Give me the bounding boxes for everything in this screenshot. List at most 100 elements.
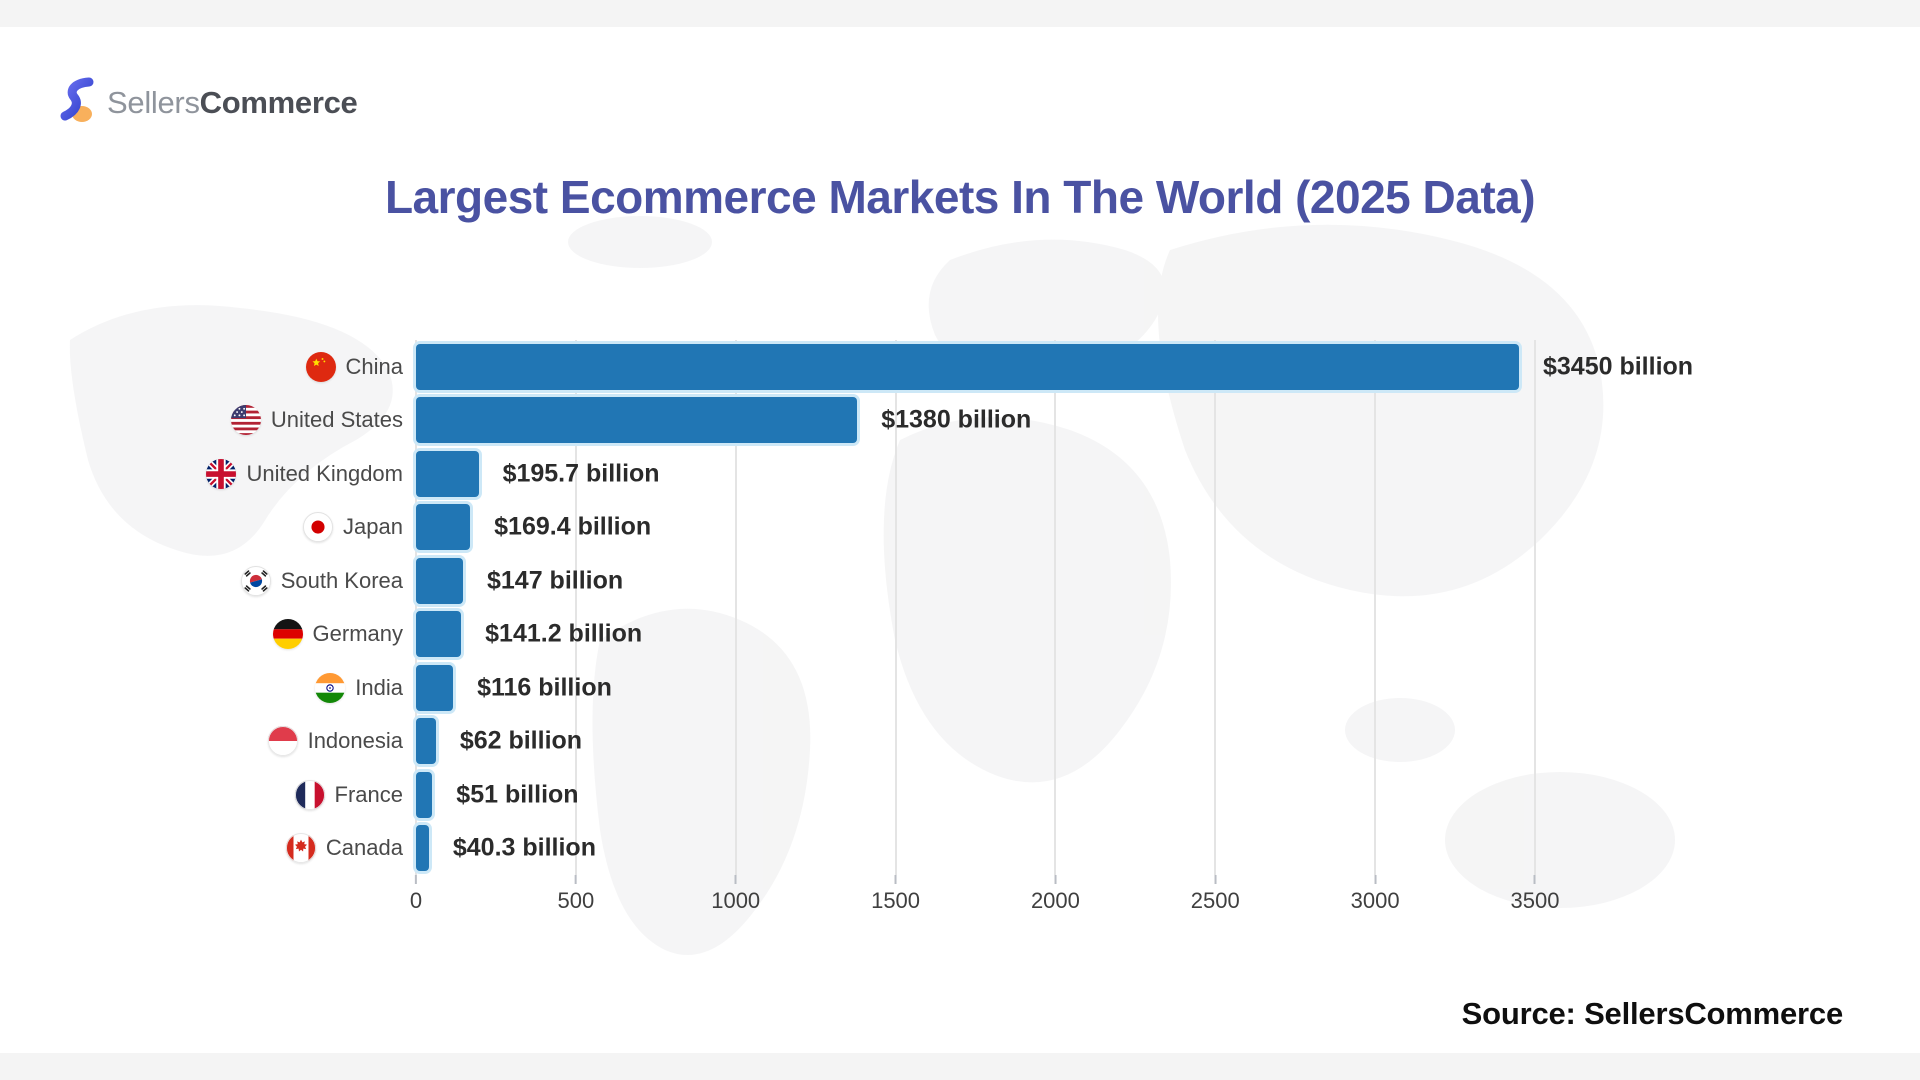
gridline-2500 [1214, 340, 1217, 875]
value-label-japan: $169.4 billion [494, 512, 652, 541]
gridline-2000 [1054, 340, 1057, 875]
bar-france [416, 771, 433, 818]
country-label-united-kingdom: United Kingdom [246, 460, 403, 486]
country-label-france: France [334, 781, 403, 807]
row-label-indonesia: Indonesia [166, 726, 416, 757]
logo-wordmark: SellersCommerce [107, 85, 358, 121]
bar-track-canada: $40.3 billion [416, 825, 1535, 872]
bar-south-korea [416, 557, 463, 604]
bar-row-united-kingdom: United Kingdom $195.7 billion [166, 447, 1866, 501]
row-label-france: France [166, 779, 416, 810]
bar-row-united-states: United States $1380 billion [166, 394, 1866, 448]
bar-row-south-korea: South Korea $147 billion [166, 554, 1866, 608]
bar-row-india: India $116 billion [166, 661, 1866, 715]
x-tickmark [415, 875, 417, 884]
bar-rows: China $3450 billion United States $1380 bil… [166, 340, 1866, 875]
x-tickmark [574, 875, 577, 884]
x-tickmark [1214, 875, 1217, 884]
x-tick-2000: 2000 [1031, 875, 1080, 914]
x-tick-3000: 3000 [1351, 875, 1400, 914]
country-label-south-korea: South Korea [280, 567, 403, 593]
top-border-strip [0, 0, 1920, 27]
row-label-united-states: United States [166, 405, 416, 436]
x-tickmark [1374, 875, 1377, 884]
bar-track-france: $51 billion [416, 771, 1535, 818]
row-label-japan: Japan [166, 512, 416, 543]
gridline-3500 [1534, 340, 1536, 875]
row-label-india: India [166, 672, 416, 703]
x-tick-3500: 3500 [1510, 875, 1560, 914]
country-label-china: China [345, 353, 403, 379]
bar-row-germany: Germany $141.2 billion [166, 608, 1866, 662]
x-tick-0: 0 [410, 875, 422, 914]
x-tick-label: 2500 [1190, 888, 1240, 913]
bar-track-south-korea: $147 billion [416, 557, 1535, 604]
x-axis: 0 500 1000 1500 2000 2500 3000 3500 [410, 875, 1559, 925]
gridline-1500 [894, 340, 897, 875]
country-label-germany: Germany [312, 621, 403, 647]
bar-track-china: $3450 billion [416, 343, 1693, 390]
bar-germany [416, 611, 462, 658]
row-label-united-kingdom: United Kingdom [166, 458, 416, 489]
country-label-canada: Canada [325, 835, 403, 861]
row-label-canada: Canada [166, 833, 416, 864]
country-label-indonesia: Indonesia [307, 728, 403, 754]
flag-united-kingdom-icon [206, 458, 237, 489]
country-label-india: India [355, 674, 403, 700]
row-label-germany: Germany [166, 619, 416, 650]
chart-title: Largest Ecommerce Markets In The World (… [384, 171, 1536, 223]
bar-row-canada: Canada $40.3 billion [166, 822, 1866, 876]
x-tick-label: 1000 [711, 888, 761, 913]
bar-chart: China $3450 billion United States $1380 bil… [166, 340, 1866, 913]
bar-india [416, 664, 454, 711]
row-label-south-korea: South Korea [166, 565, 416, 596]
x-tick-1000: 1000 [711, 875, 760, 914]
value-label-indonesia: $62 billion [459, 726, 583, 755]
logo-text-sellers: Sellers [107, 84, 200, 120]
country-label-united-states: United States [270, 407, 403, 433]
flag-france-icon [294, 779, 325, 810]
value-label-china: $3450 billion [1543, 352, 1694, 381]
bar-row-japan: Japan $169.4 billion [166, 501, 1866, 555]
x-tick-label: 3500 [1510, 888, 1560, 913]
flag-india-icon [315, 672, 346, 703]
bar-row-france: France $51 billion [166, 768, 1866, 822]
x-tickmark [734, 875, 737, 884]
value-label-south-korea: $147 billion [486, 566, 624, 595]
x-tick-label: 3000 [1350, 888, 1400, 913]
gridline-1000 [734, 340, 737, 875]
x-tick-500: 500 [557, 875, 594, 914]
x-tick-label: 2000 [1030, 888, 1080, 913]
gridline-0 [415, 340, 417, 875]
bar-track-united-kingdom: $195.7 billion [416, 450, 1535, 497]
bottom-border-strip [0, 1053, 1920, 1080]
bar-indonesia [416, 718, 436, 765]
x-tick-label: 500 [557, 888, 595, 913]
value-label-united-kingdom: $195.7 billion [502, 459, 660, 488]
value-label-united-states: $1380 billion [881, 405, 1032, 434]
x-tickmark [1533, 875, 1536, 884]
logo-text-commerce: Commerce [199, 84, 358, 120]
bar-united-kingdom [416, 450, 479, 497]
sellerscommerce-logo-icon [58, 76, 98, 129]
bar-track-germany: $141.2 billion [416, 611, 1535, 658]
bar-canada [416, 825, 429, 872]
flag-indonesia-icon [267, 726, 298, 757]
row-label-china: China [166, 351, 416, 382]
gridline-3000 [1374, 340, 1377, 875]
x-tick-label: 0 [409, 888, 423, 913]
flag-south-korea-icon [240, 565, 271, 596]
bar-track-united-states: $1380 billion [416, 397, 1535, 444]
flag-canada-icon [285, 833, 316, 864]
value-label-germany: $141.2 billion [485, 619, 643, 648]
x-tickmark [1054, 875, 1057, 884]
flag-china-icon [305, 351, 336, 382]
bar-united-states [416, 397, 858, 444]
value-label-india: $116 billion [477, 673, 612, 702]
x-tick-2500: 2500 [1191, 875, 1240, 914]
x-tick-label: 1500 [871, 888, 921, 913]
bar-row-indonesia: Indonesia $62 billion [166, 715, 1866, 769]
x-tickmark [894, 875, 897, 884]
